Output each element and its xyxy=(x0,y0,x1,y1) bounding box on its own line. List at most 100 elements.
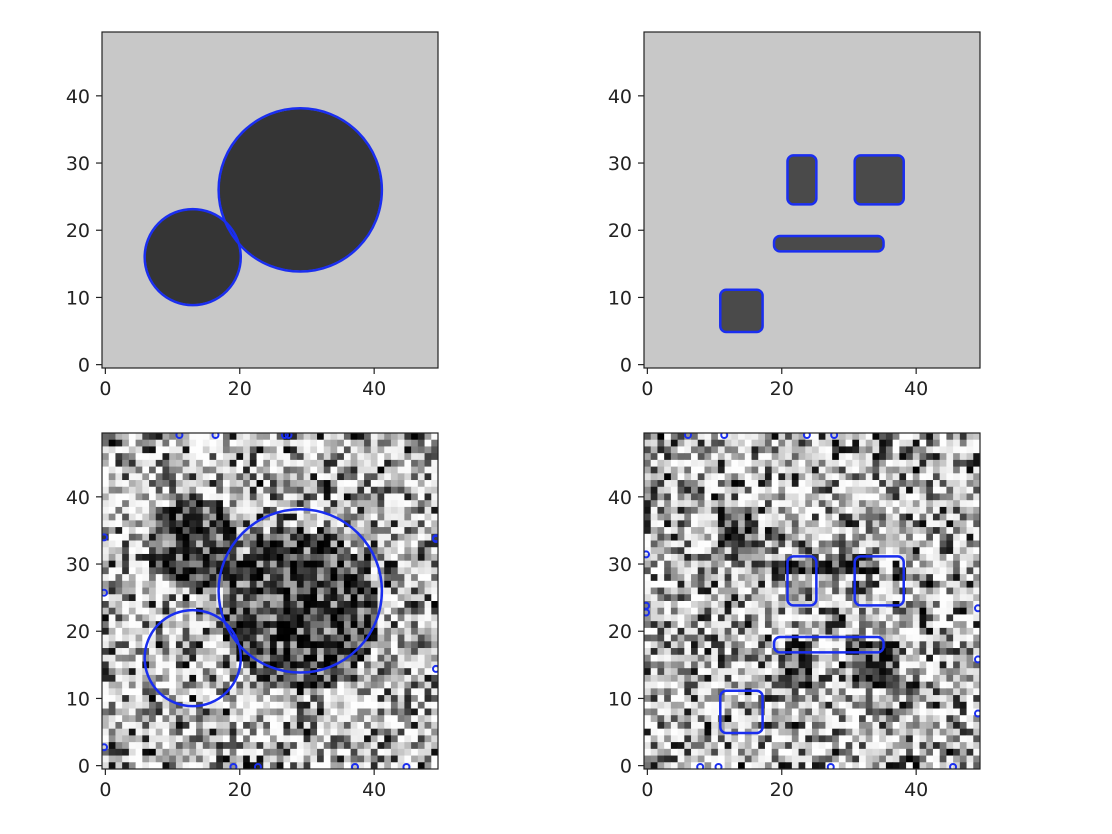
pixel-cell xyxy=(189,742,197,750)
pixel-cell xyxy=(912,533,920,541)
pixel-cell xyxy=(744,654,752,662)
pixel-cell xyxy=(135,621,143,629)
pixel-cell xyxy=(135,634,143,642)
pixel-cell xyxy=(959,614,967,622)
pixel-cell xyxy=(785,627,793,635)
pixel-cell xyxy=(175,527,184,535)
pixel-cell xyxy=(236,728,244,736)
pixel-cell xyxy=(912,500,920,508)
pixel-cell xyxy=(343,560,352,568)
pixel-cell xyxy=(149,762,157,769)
pixel-cell xyxy=(276,627,284,635)
pixel-cell xyxy=(879,735,887,743)
pixel-cell xyxy=(892,654,900,662)
pixel-cell xyxy=(859,473,867,481)
pixel-cell xyxy=(296,473,304,481)
pixel-cell xyxy=(397,701,405,709)
pixel-cell xyxy=(644,614,652,622)
pixel-cell xyxy=(879,567,887,575)
pixel-cell xyxy=(704,715,712,723)
pixel-cell xyxy=(825,594,833,602)
pixel-cell xyxy=(832,654,840,662)
pixel-cell xyxy=(370,493,378,501)
pixel-cell xyxy=(919,748,927,756)
pixel-cell xyxy=(390,742,399,750)
pixel-cell xyxy=(919,601,927,609)
pixel-cell xyxy=(959,607,967,615)
pixel-cell xyxy=(751,661,759,669)
pixel-cell xyxy=(926,695,934,703)
pixel-cell xyxy=(216,668,224,676)
pixel-cell xyxy=(879,493,887,501)
pixel-cell xyxy=(323,654,331,662)
pixel-cell xyxy=(973,654,980,662)
pixel-cell xyxy=(717,648,726,656)
pixel-cell xyxy=(644,668,652,676)
pixel-cell xyxy=(209,594,217,602)
pixel-cell xyxy=(270,527,278,535)
pixel-cell xyxy=(135,701,143,709)
pixel-cell xyxy=(724,735,732,743)
pixel-cell xyxy=(263,486,271,494)
pixel-cell xyxy=(973,433,980,441)
pixel-cell xyxy=(128,594,136,602)
pixel-cell xyxy=(912,594,920,602)
pixel-cell xyxy=(838,742,846,750)
pixel-cell xyxy=(122,601,130,609)
pixel-cell xyxy=(317,439,325,447)
pixel-cell xyxy=(791,695,799,703)
pixel-cell xyxy=(162,708,170,716)
pixel-cell xyxy=(926,735,934,743)
pixel-cell xyxy=(832,506,840,515)
pixel-cell xyxy=(169,459,177,467)
pixel-cell xyxy=(724,634,732,642)
pixel-cell xyxy=(357,540,365,548)
pixel-cell xyxy=(128,607,136,615)
pixel-cell xyxy=(926,439,934,447)
pixel-cell xyxy=(691,601,699,609)
pixel-cell xyxy=(303,715,311,723)
pixel-cell xyxy=(189,641,197,649)
pixel-cell xyxy=(865,701,873,709)
pixel-cell xyxy=(256,567,264,575)
pixel-cell xyxy=(175,627,184,635)
pixel-cell xyxy=(697,547,705,555)
pixel-cell xyxy=(845,587,853,595)
pixel-cell xyxy=(691,648,699,656)
pixel-cell xyxy=(149,601,157,609)
pixel-cell xyxy=(939,621,947,629)
pixel-cell xyxy=(370,715,378,723)
pixel-cell xyxy=(115,594,123,602)
pixel-cell xyxy=(424,574,432,582)
pixel-cell xyxy=(222,601,231,609)
pixel-cell xyxy=(805,607,813,615)
pixel-cell xyxy=(135,681,143,689)
pixel-cell xyxy=(812,520,820,528)
pixel-cell xyxy=(724,433,732,441)
pixel-cell xyxy=(155,648,163,656)
pixel-cell xyxy=(216,540,224,548)
pixel-cell xyxy=(664,674,672,683)
pixel-cell xyxy=(424,607,432,615)
pixel-cell xyxy=(953,668,961,676)
pixel-cell xyxy=(263,587,271,595)
pixel-cell xyxy=(128,493,136,501)
pixel-cell xyxy=(818,480,826,488)
pixel-cell xyxy=(717,594,726,602)
pixel-cell xyxy=(650,721,658,730)
pixel-cell xyxy=(390,721,399,730)
pixel-cell xyxy=(384,574,392,582)
pixel-cell xyxy=(932,547,941,555)
pixel-cell xyxy=(108,621,116,629)
pixel-cell xyxy=(162,728,170,736)
pixel-cell xyxy=(128,715,136,723)
pixel-cell xyxy=(290,533,298,541)
pixel-cell xyxy=(370,648,378,656)
pixel-cell xyxy=(149,715,157,723)
pixel-cell xyxy=(764,654,773,662)
pixel-cell xyxy=(330,755,338,763)
pixel-cell xyxy=(390,500,399,508)
pixel-cell xyxy=(229,446,237,454)
pixel-cell xyxy=(664,506,672,515)
pixel-cell xyxy=(182,587,190,595)
